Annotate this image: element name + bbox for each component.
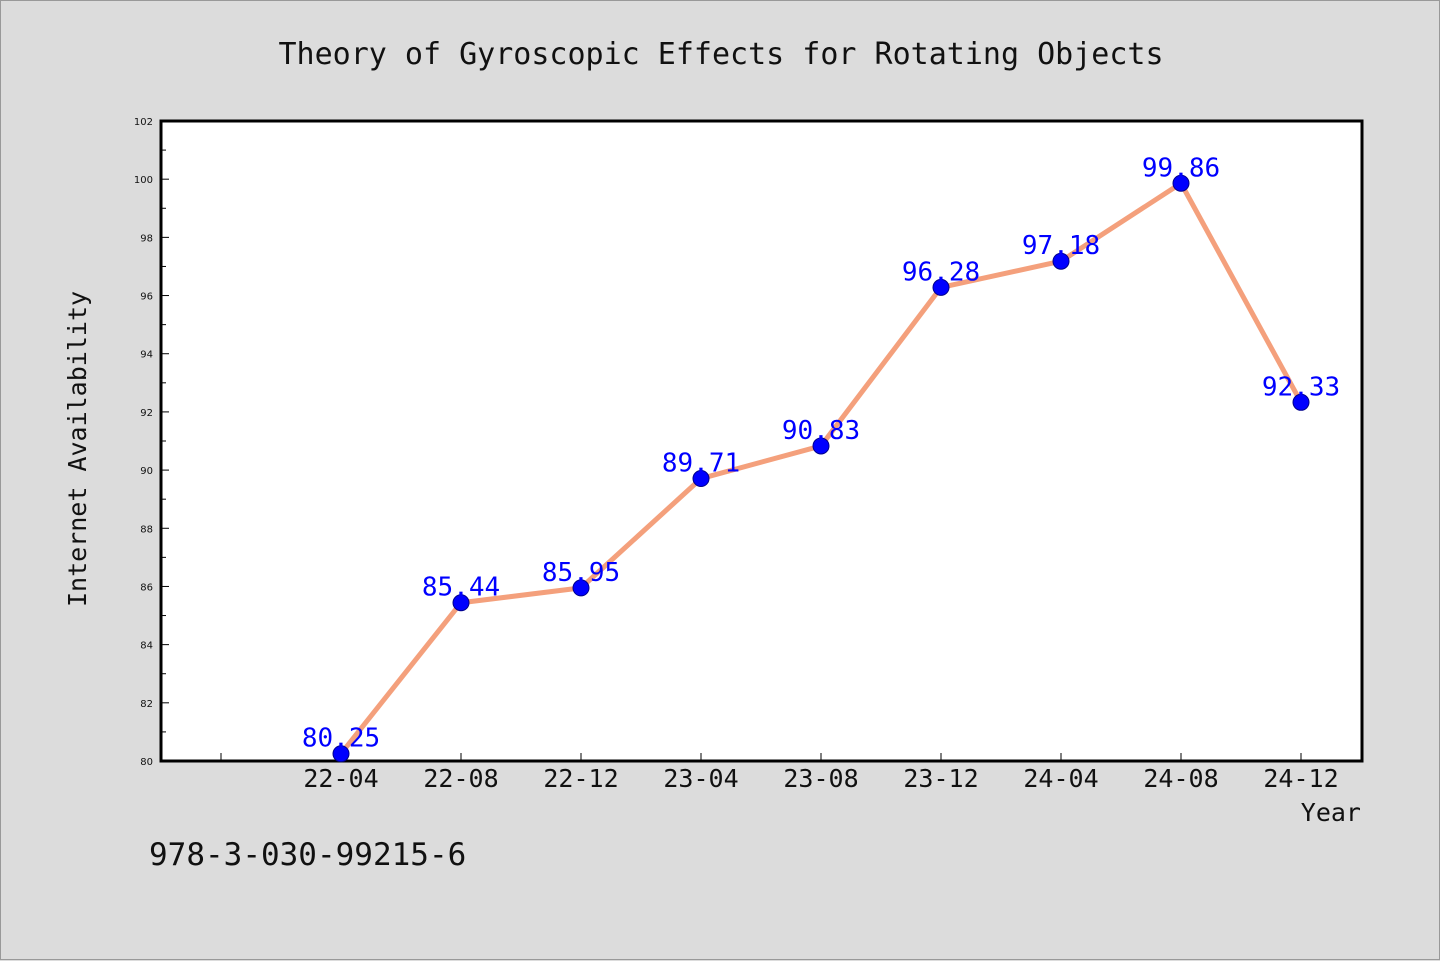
y-tick-label: 96 — [140, 292, 153, 303]
data-point — [452, 594, 470, 612]
y-tick-label: 80 — [140, 757, 153, 768]
plot-area — [159, 119, 1364, 763]
data-point — [812, 437, 830, 455]
x-tick-label: 23-12 — [903, 764, 978, 793]
data-label: 97.18 — [1022, 231, 1100, 261]
data-point — [1292, 393, 1310, 411]
footnote-isbn: 978-3-030-99215-6 — [149, 837, 466, 873]
y-tick-label: 84 — [140, 641, 153, 652]
y-axis: 80 82 84 86 88 90 92 94 96 98 100 102 — [134, 117, 169, 768]
data-point — [572, 579, 590, 597]
x-tick-label: 24-04 — [1023, 764, 1098, 793]
x-tick-label: 23-08 — [783, 764, 858, 793]
y-tick-label: 102 — [134, 117, 153, 128]
x-tick-label: 22-04 — [303, 764, 378, 793]
x-tick-label: 22-12 — [543, 764, 618, 793]
data-point — [1172, 174, 1190, 192]
data-label: 92.33 — [1262, 372, 1340, 402]
data-labels: 80.25 85.44 85.95 89.71 90.83 96.28 97.18 99.86… — [302, 153, 1340, 753]
data-label: 80.25 — [302, 724, 380, 754]
y-tick-label: 94 — [140, 350, 153, 361]
x-axis: 22-04 22-08 22-12 23-04 23-08 23-12 24-04 24-08… — [220, 753, 1339, 793]
data-label: 85.95 — [542, 558, 620, 588]
y-axis-label: Internet Availability — [63, 291, 92, 607]
x-axis-label: Year — [1301, 798, 1361, 827]
chart-title: Theory of Gyroscopic Effects for Rotatin… — [278, 37, 1163, 72]
data-label: 90.83 — [782, 416, 860, 446]
data-label: 96.28 — [902, 257, 980, 287]
y-tick-label: 82 — [140, 699, 153, 710]
x-tick-label: 23-04 — [663, 764, 738, 793]
data-point — [692, 470, 710, 488]
x-tick-label: 24-08 — [1143, 764, 1218, 793]
series-markers — [332, 174, 1310, 763]
x-tick-label: 22-08 — [423, 764, 498, 793]
x-tick-label: 24-12 — [1263, 764, 1338, 793]
y-tick-label: 90 — [140, 466, 153, 477]
y-tick-label: 86 — [140, 582, 153, 593]
y-tick-label: 92 — [140, 408, 153, 419]
data-label: 85.44 — [422, 573, 500, 603]
data-label: 89.71 — [662, 449, 740, 479]
data-point — [932, 278, 950, 296]
y-tick-label: 88 — [140, 524, 153, 535]
data-point — [1052, 252, 1070, 270]
data-label: 99.86 — [1142, 153, 1220, 183]
data-point — [332, 745, 350, 763]
y-tick-label: 98 — [140, 233, 153, 244]
y-tick-label: 100 — [134, 175, 153, 186]
